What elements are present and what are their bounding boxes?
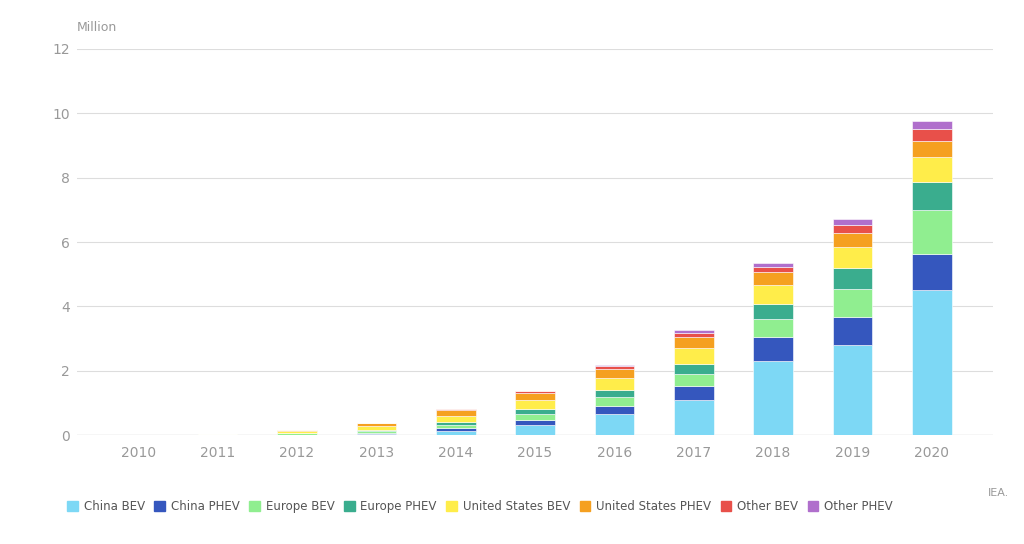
- Bar: [278, 431, 316, 433]
- Bar: [595, 365, 634, 366]
- Bar: [436, 410, 475, 416]
- Bar: [833, 317, 872, 345]
- Bar: [754, 361, 793, 435]
- Bar: [515, 400, 555, 409]
- Bar: [356, 431, 396, 433]
- Text: IEA.: IEA.: [987, 488, 1009, 498]
- Bar: [278, 434, 316, 435]
- Bar: [754, 305, 793, 319]
- Bar: [674, 331, 714, 333]
- Bar: [912, 121, 951, 129]
- Bar: [436, 425, 475, 429]
- Bar: [912, 129, 951, 141]
- Bar: [754, 267, 793, 272]
- Bar: [754, 272, 793, 286]
- Bar: [515, 392, 555, 393]
- Bar: [595, 366, 634, 369]
- Bar: [912, 290, 951, 435]
- Bar: [674, 348, 714, 364]
- Bar: [912, 157, 951, 182]
- Legend: China BEV, China PHEV, Europe BEV, Europe PHEV, United States BEV, United States: China BEV, China PHEV, Europe BEV, Europ…: [62, 495, 897, 518]
- Bar: [436, 429, 475, 431]
- Bar: [674, 386, 714, 400]
- Bar: [754, 319, 793, 337]
- Bar: [912, 182, 951, 210]
- Bar: [356, 434, 396, 435]
- Bar: [674, 333, 714, 337]
- Bar: [595, 397, 634, 406]
- Bar: [515, 391, 555, 392]
- Bar: [833, 225, 872, 233]
- Bar: [833, 233, 872, 248]
- Bar: [595, 369, 634, 378]
- Bar: [912, 141, 951, 157]
- Bar: [356, 426, 396, 430]
- Bar: [436, 431, 475, 435]
- Bar: [754, 263, 793, 267]
- Bar: [515, 409, 555, 414]
- Bar: [833, 289, 872, 317]
- Bar: [436, 416, 475, 422]
- Bar: [515, 414, 555, 421]
- Bar: [595, 390, 634, 397]
- Bar: [356, 423, 396, 426]
- Bar: [674, 364, 714, 374]
- Bar: [833, 219, 872, 225]
- Bar: [278, 430, 316, 431]
- Bar: [595, 406, 634, 414]
- Bar: [754, 337, 793, 361]
- Bar: [912, 254, 951, 290]
- Bar: [356, 430, 396, 431]
- Bar: [833, 248, 872, 268]
- Bar: [833, 345, 872, 435]
- Bar: [595, 414, 634, 435]
- Bar: [436, 422, 475, 425]
- Bar: [912, 210, 951, 254]
- Bar: [595, 378, 634, 390]
- Bar: [754, 286, 793, 305]
- Bar: [515, 421, 555, 425]
- Bar: [674, 400, 714, 435]
- Bar: [515, 425, 555, 435]
- Bar: [674, 337, 714, 348]
- Bar: [515, 393, 555, 400]
- Bar: [436, 409, 475, 410]
- Bar: [833, 268, 872, 289]
- Text: Million: Million: [77, 21, 117, 34]
- Bar: [674, 374, 714, 386]
